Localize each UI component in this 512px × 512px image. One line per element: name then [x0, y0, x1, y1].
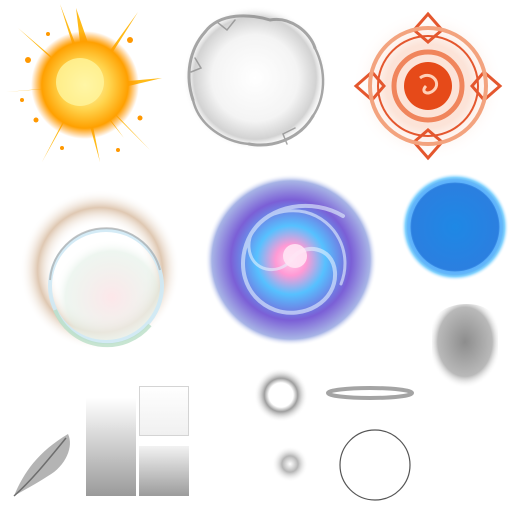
flat-ellipse-ring-sprite — [326, 386, 414, 400]
gradient-square-bottom-sprite — [139, 446, 189, 496]
blue-energy-ring-sprite — [401, 173, 509, 281]
feather-streak-sprite — [13, 434, 70, 497]
fire-burst-sprite — [6, 4, 162, 162]
halo-ring-sprite — [20, 190, 180, 350]
thin-circle-outline-sprite — [339, 429, 411, 501]
soft-dot-sprite — [272, 446, 308, 482]
gray-arch-glow-sprite — [432, 303, 498, 388]
smoke-ring-sprite — [183, 6, 327, 150]
soft-ring-small-sprite — [254, 368, 308, 422]
vortex-swirl-sprite — [205, 174, 377, 346]
magic-seal-sprite — [352, 10, 504, 162]
gradient-square-top-sprite — [139, 386, 189, 436]
gradient-strip-tall-sprite — [86, 398, 136, 496]
